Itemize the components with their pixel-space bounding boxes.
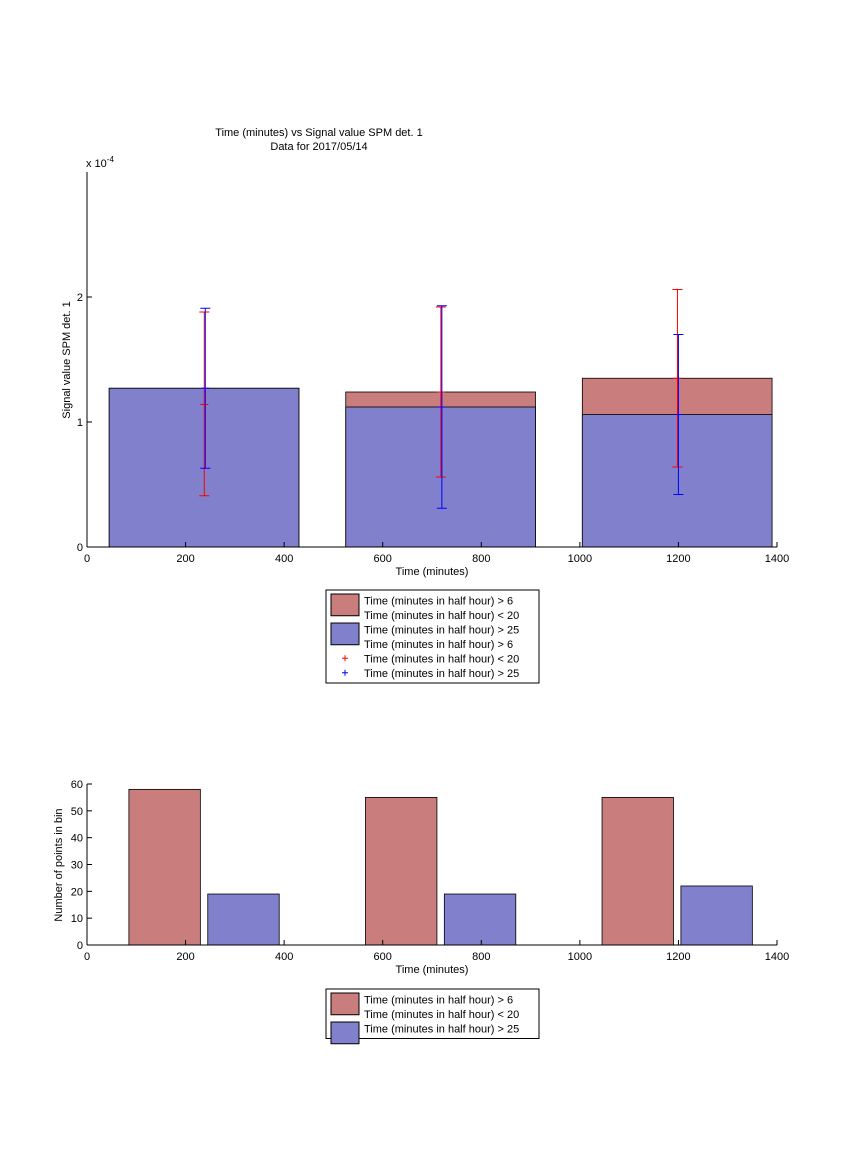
legend-label: Time (minutes in half hour) < 20 — [364, 610, 519, 622]
x-tick-label: 800 — [472, 553, 490, 565]
x-tick-label: 200 — [176, 951, 194, 963]
y-tick-label: 50 — [71, 806, 83, 818]
bar-blue — [443, 893, 517, 946]
x-tick-label: 0 — [84, 951, 90, 963]
y-tick-label: 60 — [71, 779, 83, 791]
y-tick-label: 1 — [77, 417, 83, 429]
x-tick-label: 1000 — [568, 553, 592, 565]
y-tick-label: 30 — [71, 860, 83, 872]
legend: Time (minutes in half hour) > 6 Time (min… — [325, 988, 540, 1045]
x-tick-label: 800 — [472, 951, 490, 963]
legend-swatch — [330, 593, 360, 617]
legend-label: Time (minutes in half hour) > 6 — [364, 995, 513, 1007]
x-tick-label: 600 — [374, 951, 392, 963]
bar-group — [128, 788, 753, 946]
y-multiplier-label: x 10-4 — [86, 155, 114, 170]
legend-label: Time (minutes in half hour) > 6 — [364, 596, 513, 608]
y-multiplier-base: x 10 — [86, 158, 107, 170]
y-tick-label: 20 — [71, 886, 83, 898]
x-tick-label: 1400 — [765, 951, 789, 963]
y-tick-label: 0 — [77, 542, 83, 554]
legend: Time (minutes in half hour) > 6 Time (min… — [325, 589, 540, 684]
y-axis-label: Signal value SPM det. 1 — [61, 301, 73, 418]
error-bar-group — [199, 289, 684, 509]
x-tick-label: 1200 — [666, 553, 690, 565]
chart-title: Time (minutes) vs Signal value SPM det. … — [215, 127, 422, 139]
x-tick-label: 400 — [275, 951, 293, 963]
x-tick-label: 600 — [374, 553, 392, 565]
y-multiplier-exponent: -4 — [107, 155, 115, 164]
axes: 0 200 400 600 800 1000 1200 1400 0 1 2 — [77, 172, 789, 565]
y-tick-label: 0 — [77, 940, 83, 952]
legend-box — [325, 589, 540, 684]
y-tick-label: 40 — [71, 833, 83, 845]
x-tick-label: 0 — [84, 553, 90, 565]
bar-red — [601, 797, 674, 946]
legend-label: Time (minutes in half hour) > 25 — [364, 1024, 519, 1036]
y-tick-label: 10 — [71, 913, 83, 925]
y-axis-label: Number of points in bin — [53, 808, 65, 921]
axes: 0 200 400 600 800 1000 1200 1400 0 10 20 30 40 50 60 — [71, 779, 789, 963]
legend-swatch — [330, 1021, 360, 1045]
x-tick-label: 1400 — [765, 553, 789, 565]
legend-label: Time (minutes in half hour) > 25 — [364, 668, 519, 680]
legend-label: Time (minutes in half hour) > 6 — [364, 639, 513, 651]
x-axis-label: Time (minutes) — [396, 964, 469, 976]
x-axis-label: Time (minutes) — [396, 566, 469, 578]
bar-blue — [680, 885, 753, 946]
x-tick-label: 400 — [275, 553, 293, 565]
y-tick-label: 2 — [77, 292, 83, 304]
chart-subtitle: Data for 2017/05/14 — [270, 141, 367, 153]
legend-label: Time (minutes in half hour) < 20 — [364, 654, 519, 666]
legend-box — [325, 988, 540, 1039]
x-tick-label: 200 — [176, 553, 194, 565]
legend-swatch — [330, 992, 360, 1016]
legend-label: Time (minutes in half hour) > 25 — [364, 625, 519, 637]
x-tick-label: 1200 — [666, 951, 690, 963]
legend-label: Time (minutes in half hour) < 20 — [364, 1009, 519, 1021]
bar-blue — [207, 893, 280, 946]
bar-red — [128, 788, 201, 946]
count-chart: 0 200 400 600 800 1000 1200 1400 0 10 20 30 40 50 60 T… — [53, 779, 789, 1045]
legend-swatch — [330, 622, 360, 646]
signal-chart: Time (minutes) vs Signal value SPM det. … — [61, 127, 789, 684]
x-tick-label: 1000 — [568, 951, 592, 963]
bar-red — [365, 797, 438, 946]
